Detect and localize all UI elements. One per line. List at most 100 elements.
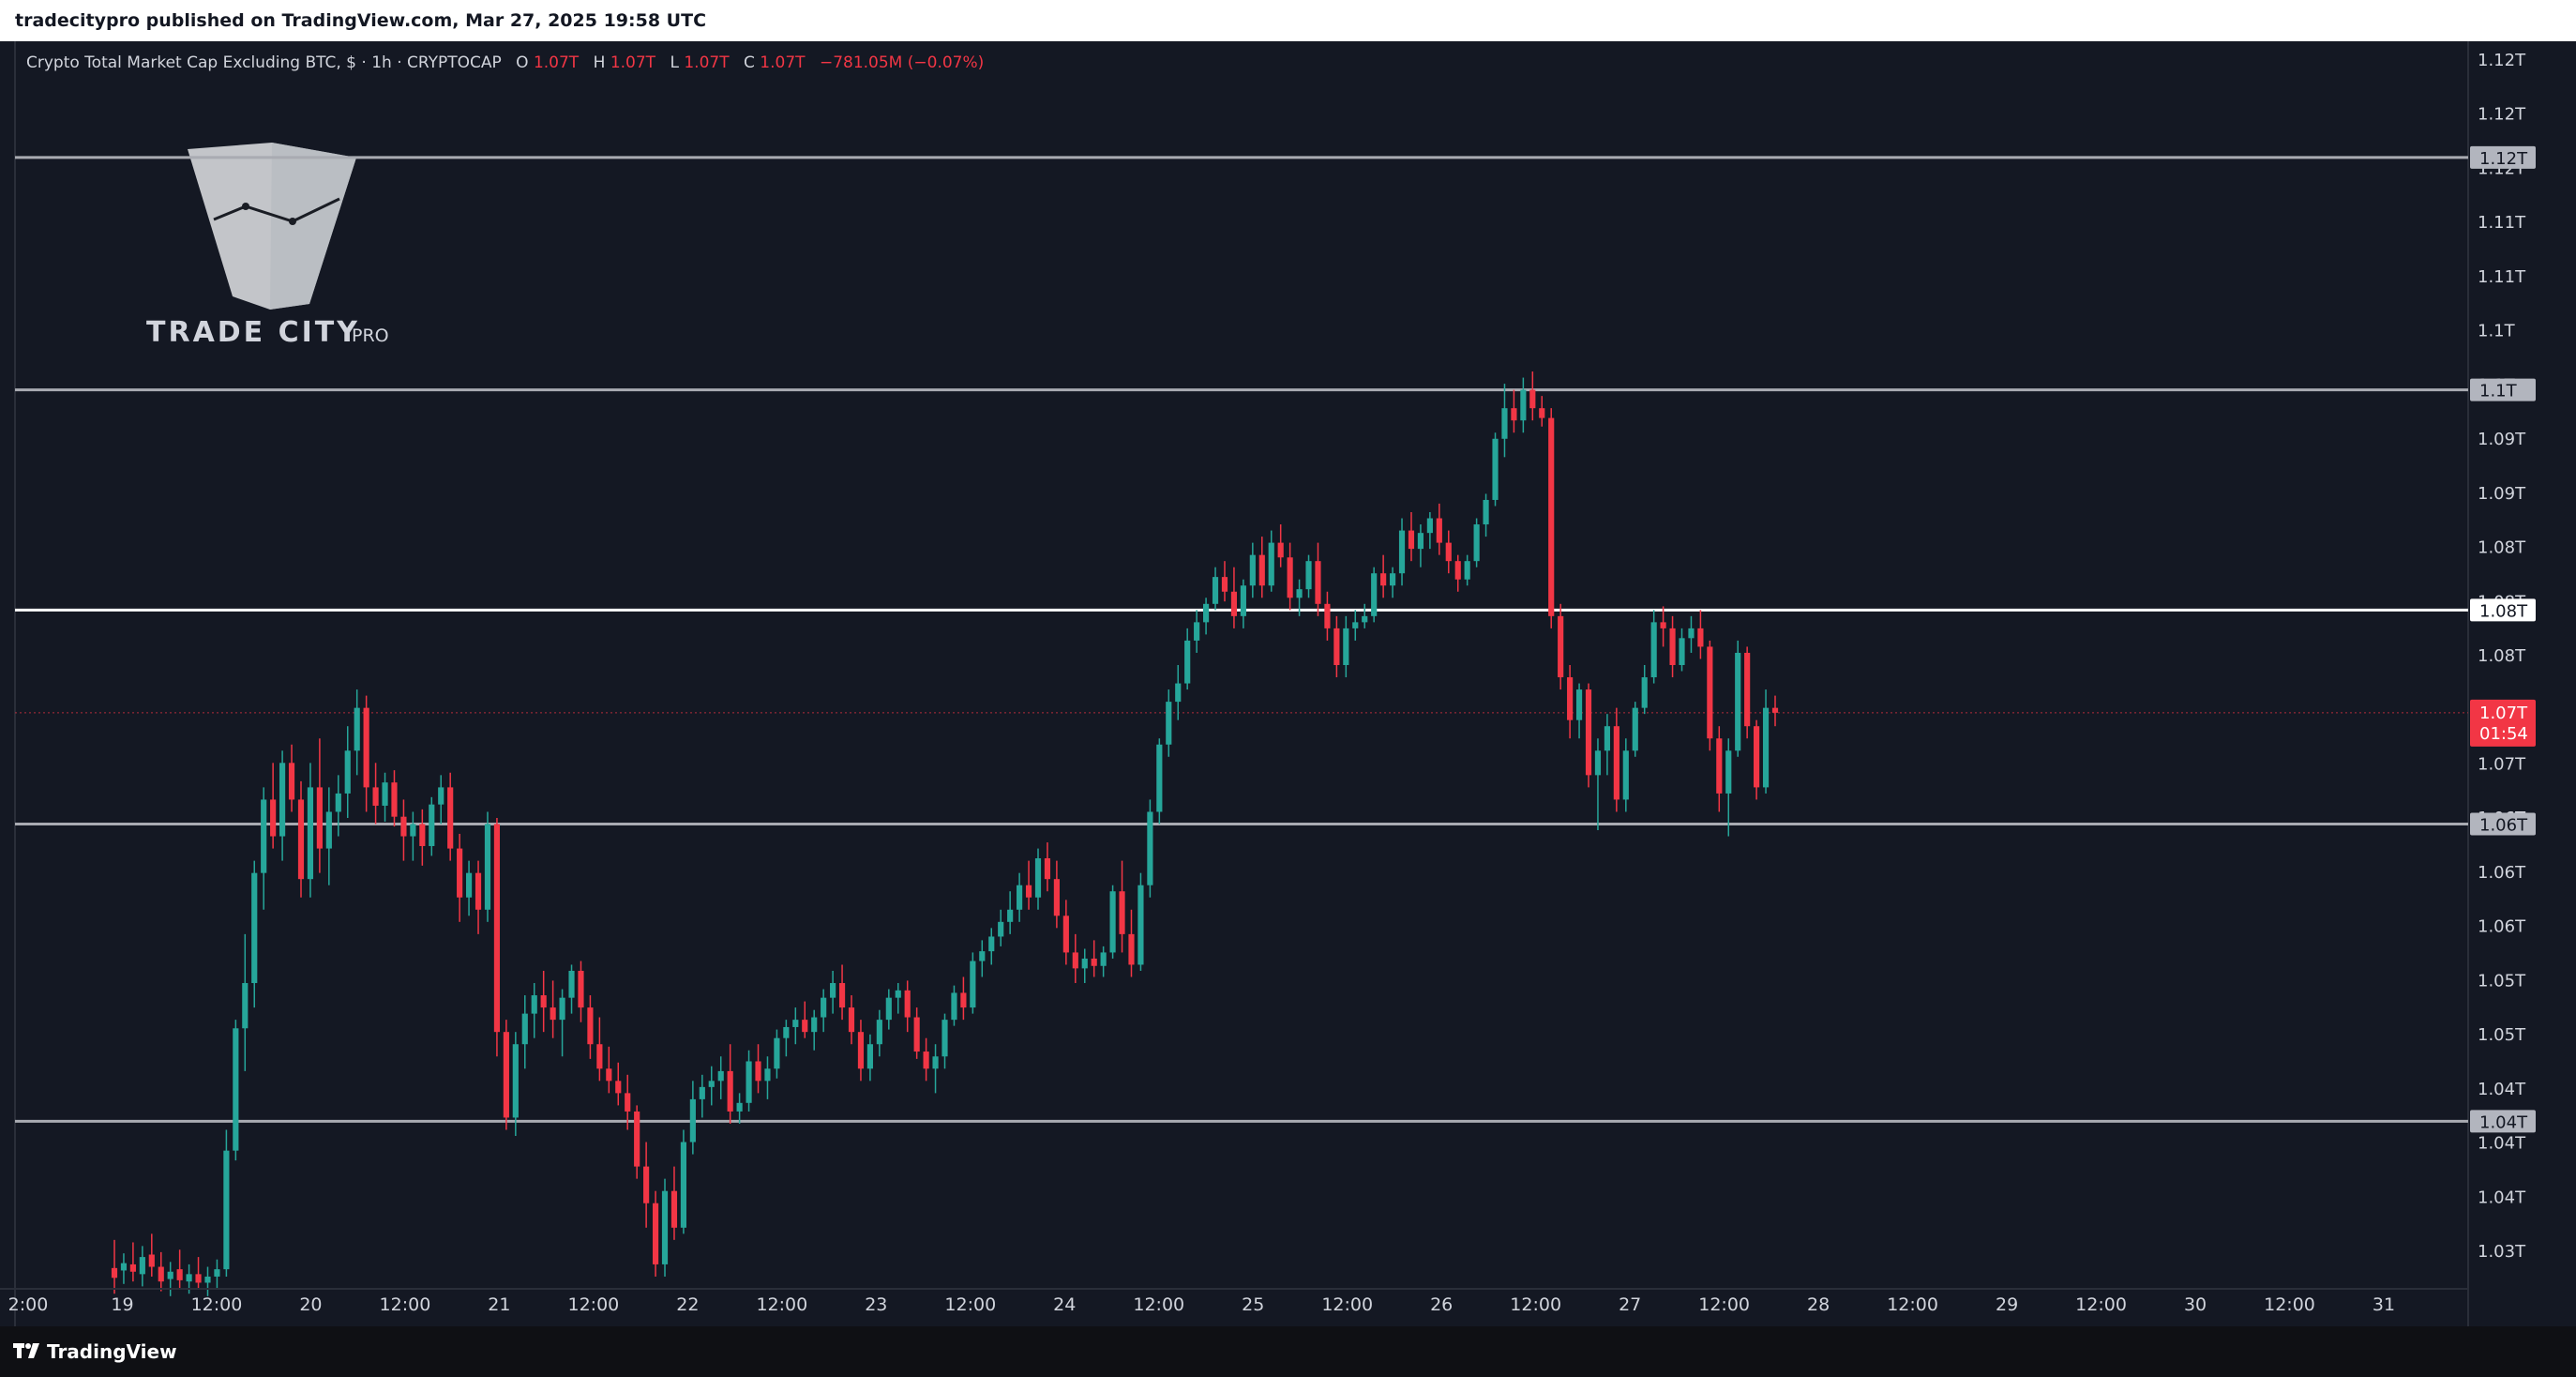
candle-body [391, 782, 398, 817]
candle [625, 1074, 631, 1130]
candle-body [512, 1044, 519, 1118]
candle-body [1501, 408, 1508, 439]
candle [970, 952, 976, 1014]
candle-body [1632, 707, 1638, 751]
candle [1575, 683, 1583, 739]
candle-body [1511, 408, 1517, 421]
candle-body [419, 824, 426, 846]
candle-body [1194, 622, 1200, 641]
price-tick-label: 1.11T [2478, 267, 2526, 287]
candle [1548, 408, 1555, 628]
trade-city-watermark: TRADE CITY PRO [146, 143, 389, 349]
candle [1017, 872, 1023, 922]
price-axis[interactable]: 1.12T 1.12T 1.12T 1.11T 1.11T 1.1T 1.1T 1.09T 1.… [2470, 51, 2536, 1262]
candle [475, 860, 482, 934]
level-badge-label: 1.12T [2479, 149, 2528, 169]
candle [1044, 842, 1051, 892]
candle [1081, 948, 1088, 984]
time-tick-label: 12:00 [1887, 1294, 1938, 1315]
candle [942, 1013, 948, 1069]
candle-body [1604, 726, 1610, 751]
chart-pane[interactable]: TRADE CITY PRO 1.12T 1.12T 1.12T 1.11T 1.11T… [0, 41, 2576, 1326]
price-tick-label: 1.04T [2478, 1188, 2526, 1207]
candle [158, 1251, 164, 1292]
candle [755, 1044, 761, 1094]
watermark-brand: TRADE CITY [146, 316, 360, 349]
price-tick-label: 1.09T [2478, 484, 2526, 504]
candle [1380, 554, 1387, 598]
time-tick-label: 29 [1996, 1294, 2018, 1315]
candle-body [699, 1086, 705, 1099]
candle-body [1622, 750, 1629, 800]
candle-body [606, 1068, 612, 1082]
candle-body [1697, 628, 1704, 647]
candle [1137, 872, 1144, 971]
candle-body [214, 1269, 220, 1277]
time-axis[interactable]: 2:00 19 12:00 20 12:00 21 12:00 22 12:00 23 12:00 2… [0, 1288, 2468, 1315]
legend-high-label: H [594, 53, 606, 72]
candle [550, 980, 556, 1038]
candle [316, 738, 323, 873]
candle [1594, 738, 1602, 831]
candle-body [1641, 677, 1648, 708]
level-badge-box [2470, 1110, 2536, 1133]
candle-body [802, 1020, 808, 1033]
candle-body [279, 763, 286, 837]
candle [1511, 389, 1517, 433]
candle [270, 763, 277, 849]
candle [670, 1166, 678, 1240]
time-tick-label: 26 [1430, 1294, 1453, 1315]
candle [1315, 542, 1321, 616]
candle-body [176, 1269, 183, 1280]
candle [139, 1246, 145, 1287]
candle [895, 983, 901, 1014]
candle [1249, 542, 1256, 598]
candle-body [951, 992, 957, 1021]
candle [615, 1062, 622, 1106]
candle-body [475, 872, 482, 910]
candle [1362, 603, 1368, 628]
candle-body [1567, 677, 1574, 720]
candle-body [1426, 518, 1433, 534]
candle [1613, 707, 1619, 812]
candle [1529, 371, 1536, 421]
candle [1343, 615, 1349, 678]
candle [1716, 726, 1723, 812]
candle [708, 1066, 715, 1106]
candle [288, 744, 295, 812]
candle-body [643, 1166, 650, 1203]
candle-body [670, 1190, 678, 1228]
candle-body [139, 1257, 145, 1275]
candle [531, 983, 537, 1038]
price-tick-label: 1.12T [2478, 105, 2526, 125]
watermark-logo-dot [289, 218, 296, 225]
candlestick-chart[interactable]: TRADE CITY PRO 1.12T 1.12T 1.12T 1.11T 1.11T… [0, 41, 2576, 1326]
price-tick-label: 1.03T [2478, 1242, 2526, 1262]
candle [111, 1239, 118, 1294]
candle-body [270, 799, 277, 837]
level-badge-label: 1.06T [2479, 816, 2528, 836]
candle [1725, 738, 1732, 837]
candle-body [223, 1150, 230, 1270]
candle [214, 1259, 220, 1289]
candle-body [1333, 628, 1340, 665]
candle [1072, 933, 1078, 984]
price-tick-label: 1.08T [2478, 646, 2526, 666]
candle-body [876, 1020, 882, 1045]
candle [223, 1129, 230, 1277]
candle-body [354, 707, 360, 751]
candle-body [1025, 885, 1032, 898]
time-tick-label: 12:00 [1510, 1294, 1561, 1315]
candle [699, 1074, 705, 1118]
candle-body [1688, 628, 1695, 639]
candle [1333, 615, 1340, 678]
candle-body [578, 970, 584, 1008]
candle [344, 726, 351, 818]
candle [1352, 610, 1359, 641]
candle-body [1408, 530, 1415, 550]
candle-body [838, 983, 846, 1008]
watermark-logo-line [213, 197, 340, 223]
candle [493, 817, 501, 1057]
current-price-label: 1.07T [2479, 704, 2528, 723]
candle [596, 1017, 603, 1082]
